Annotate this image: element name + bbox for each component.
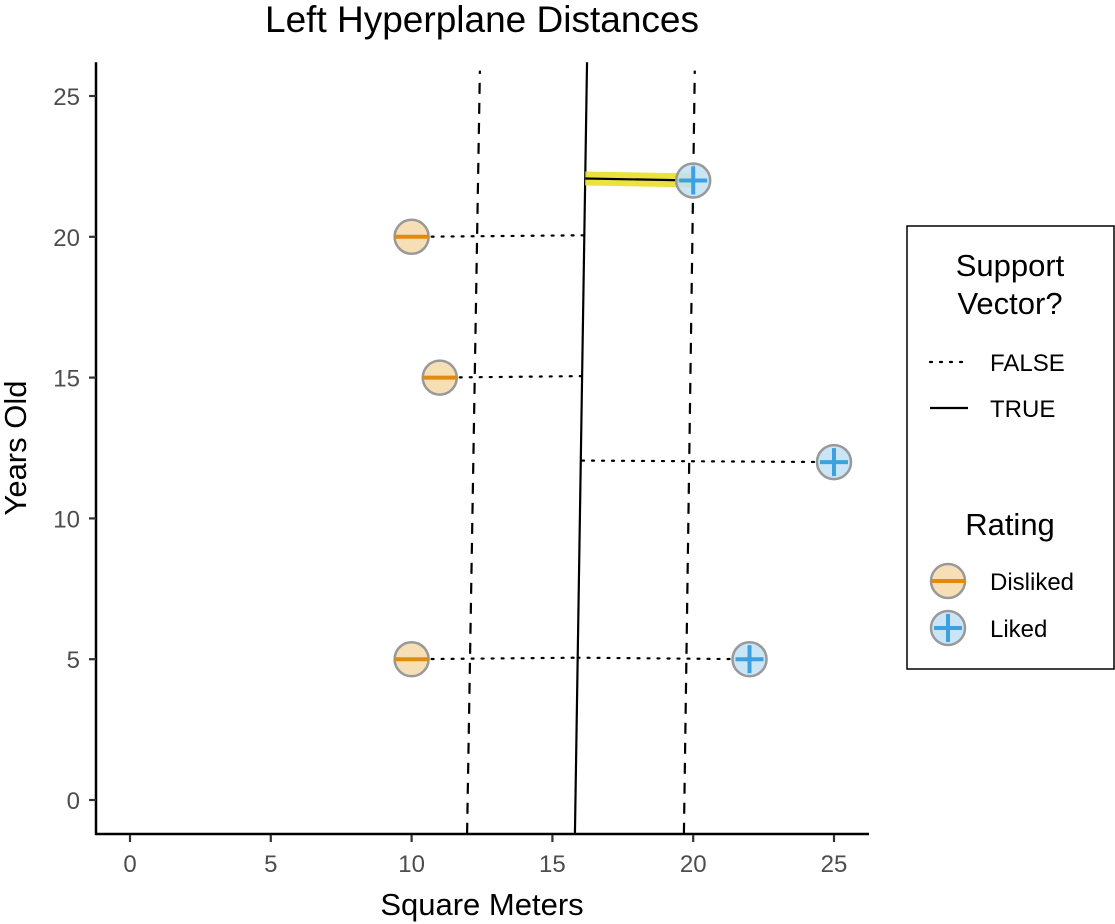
x-tick-label: 5 <box>264 851 277 878</box>
x-tick-label: 0 <box>123 851 136 878</box>
distance-segment-4 <box>579 459 836 464</box>
data-point-liked <box>674 162 712 199</box>
data-point-liked <box>731 640 768 678</box>
chart-title: Left Hyperplane Distances <box>265 0 699 40</box>
x-axis-label: Square Meters <box>380 887 583 922</box>
axes: 0 5 10 15 20 25 0 5 10 15 20 25 <box>53 62 869 878</box>
legend-label-disliked: Disliked <box>990 569 1074 596</box>
data-point-disliked <box>393 218 430 256</box>
y-tick-label: 5 <box>67 647 80 674</box>
distance-segment-2 <box>410 656 579 661</box>
x-tick-label: 10 <box>398 851 425 878</box>
legend-title-support-vector: Vector? <box>957 286 1062 321</box>
y-tick-label: 15 <box>53 366 80 393</box>
legend-title-rating: Rating <box>965 507 1055 542</box>
legend-title-support-vector: Support <box>956 248 1065 283</box>
x-tick-label: 20 <box>680 851 707 878</box>
data-point-disliked <box>421 359 459 396</box>
legend-label-liked: Liked <box>990 616 1047 643</box>
y-tick-label: 20 <box>53 225 80 252</box>
y-tick-label: 25 <box>53 84 80 111</box>
data-point-liked <box>815 443 853 481</box>
distance-segment-0 <box>410 234 586 238</box>
legend-key-disliked <box>929 562 967 600</box>
plot-area <box>393 62 853 834</box>
right-margin-line <box>682 70 696 834</box>
x-tick-label: 15 <box>539 851 566 878</box>
y-tick-label: 0 <box>67 788 80 815</box>
x-tick-label: 25 <box>821 851 848 878</box>
legend-key-liked <box>929 609 967 647</box>
distance-segment-1 <box>438 375 584 379</box>
left-margin-line <box>465 70 481 834</box>
legend-label-false: FALSE <box>990 350 1065 377</box>
y-tick-label: 10 <box>53 506 80 533</box>
distance-segment-5 <box>576 656 751 661</box>
y-axis-label: Years Old <box>0 381 33 516</box>
data-point-disliked <box>393 640 430 678</box>
legend-label-true: TRUE <box>990 396 1055 423</box>
hyperplane-line <box>573 62 589 834</box>
